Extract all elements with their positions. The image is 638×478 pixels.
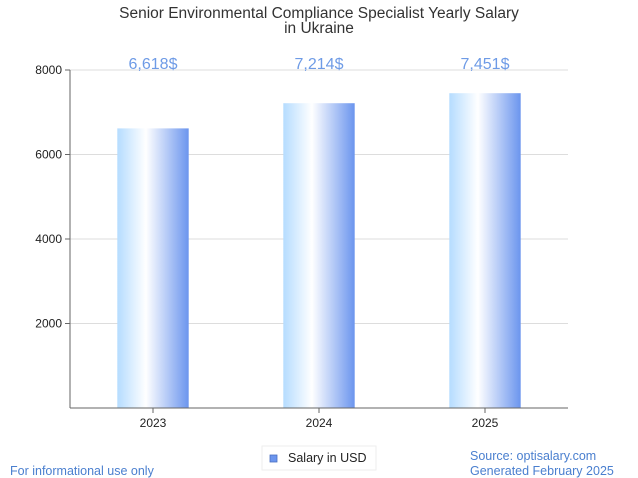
data-label: 7,214$ — [295, 56, 344, 73]
y-axis-ticks: 2000 4000 6000 8000 — [35, 63, 70, 331]
y-tick-label: 4000 — [35, 232, 62, 246]
bar — [117, 128, 189, 408]
legend: Salary in USD — [261, 445, 377, 471]
chart-title-line-2: in Ukraine — [284, 20, 354, 37]
y-tick-label: 2000 — [35, 317, 62, 331]
footer-source: Source: optisalary.com — [470, 449, 596, 463]
footer-disclaimer: For informational use only — [10, 464, 155, 478]
footer-generated: Generated February 2025 — [470, 464, 614, 478]
y-tick-label: 6000 — [35, 148, 62, 162]
data-labels: 6,618$ 7,214$ 7,451$ — [129, 56, 510, 73]
bar — [449, 93, 521, 408]
data-label: 6,618$ — [129, 56, 178, 73]
bar — [283, 103, 355, 408]
legend-swatch — [269, 454, 278, 463]
bars — [117, 93, 521, 408]
x-tick-label: 2024 — [306, 416, 333, 430]
legend-label: Salary in USD — [288, 451, 367, 465]
legend-box — [261, 445, 377, 471]
x-tick-label: 2023 — [140, 416, 167, 430]
x-tick-label: 2025 — [472, 416, 499, 430]
chart-title-line-1: Senior Environmental Compliance Speciali… — [119, 5, 519, 22]
y-tick-label: 8000 — [35, 63, 62, 77]
data-label: 7,451$ — [461, 56, 510, 73]
x-axis-ticks: 2023 2024 2025 — [140, 408, 499, 430]
